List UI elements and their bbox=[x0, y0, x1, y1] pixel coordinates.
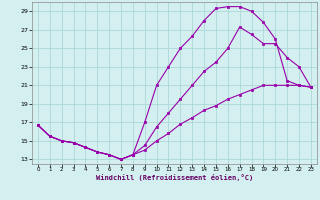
X-axis label: Windchill (Refroidissement éolien,°C): Windchill (Refroidissement éolien,°C) bbox=[96, 174, 253, 181]
